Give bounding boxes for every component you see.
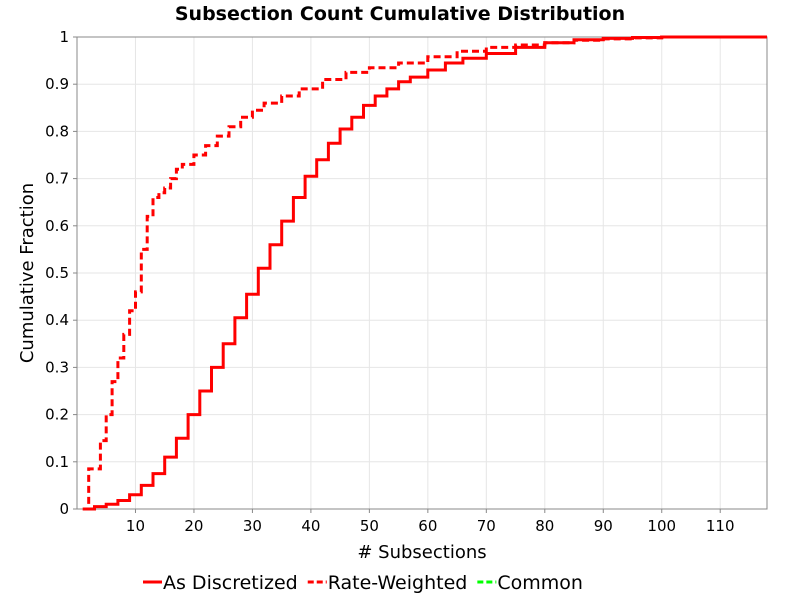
x-tick-label: 30 — [243, 517, 262, 535]
y-tick-label: 1 — [59, 28, 69, 46]
y-tick-label: 0 — [59, 500, 69, 518]
y-tick-label: 0.6 — [45, 217, 69, 235]
legend-label-common: Common — [497, 572, 583, 594]
y-tick-label: 0.2 — [45, 406, 69, 424]
legend-label-as-discretized: As Discretized — [163, 572, 298, 594]
x-tick-label: 80 — [535, 517, 554, 535]
y-tick-label: 0.5 — [45, 264, 69, 282]
x-tick-label: 10 — [126, 517, 145, 535]
x-tick-label: 60 — [418, 517, 437, 535]
x-tick-label: 100 — [647, 517, 676, 535]
axes: 10 20 30 40 50 60 70 80 90 100 110 0 0.1 0.2 0.3 0.4 0.5… — [45, 28, 734, 535]
series-line-rate-weighted — [82, 35, 767, 511]
x-tick-label: 50 — [360, 517, 379, 535]
legend-label-rate-weighted: Rate-Weighted — [328, 572, 468, 594]
y-axis-label: Cumulative Fraction — [17, 183, 38, 363]
y-tick-label: 0.9 — [45, 75, 69, 93]
x-tick-label: 110 — [706, 517, 735, 535]
x-axis-label: # Subsections — [357, 542, 486, 563]
x-tick-label: 20 — [184, 517, 203, 535]
chart-title: Subsection Count Cumulative Distribution — [175, 3, 625, 25]
y-tick-label: 0.1 — [45, 453, 69, 471]
y-tick-label: 0.7 — [45, 170, 69, 188]
y-tick-label: 0.4 — [45, 311, 69, 329]
series-layer — [82, 35, 767, 511]
x-tick-label: 70 — [477, 517, 496, 535]
y-tick-label: 0.8 — [45, 122, 69, 140]
y-tick-label: 0.3 — [45, 358, 69, 376]
x-tick-label: 40 — [301, 517, 320, 535]
x-tick-label: 90 — [594, 517, 613, 535]
series-line-as-discretized — [82, 35, 767, 511]
legend: As Discretized Rate-Weighted Common — [143, 572, 583, 594]
